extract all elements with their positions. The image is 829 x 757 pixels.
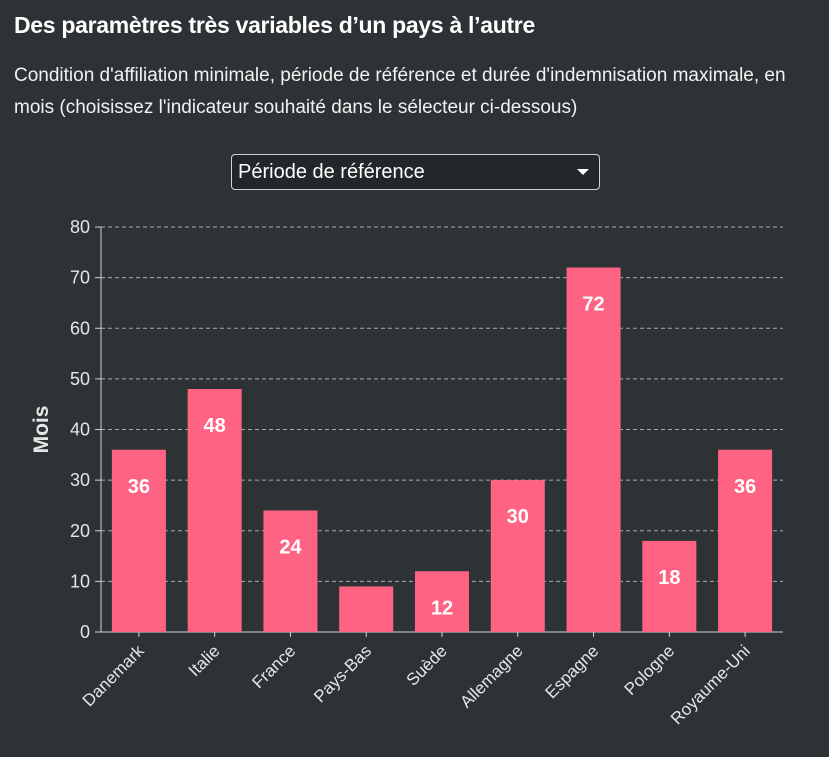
- x-tick-label: Royaume-Uni: [667, 641, 754, 728]
- bar-pays-bas: [339, 586, 394, 632]
- bar-allemagne: [490, 480, 545, 632]
- bar-value-label: 36: [128, 476, 150, 498]
- y-tick-label: 20: [70, 521, 90, 541]
- y-tick-label: 70: [70, 268, 90, 288]
- indicator-select[interactable]: Période de référence: [231, 154, 600, 190]
- y-tick-label: 50: [70, 369, 90, 389]
- y-tick-label: 80: [70, 217, 90, 237]
- bar-pologne: [642, 540, 697, 632]
- bar-suède: [415, 571, 469, 632]
- bar-royaume-uni: [718, 449, 773, 632]
- bar-value-label: 36: [734, 476, 756, 498]
- y-axis-title: Mois: [30, 406, 53, 454]
- x-tick-label: Danemark: [79, 641, 148, 710]
- chart-subtitle: Condition d'affiliation minimale, périod…: [14, 65, 786, 118]
- bar-espagne: [566, 267, 621, 632]
- y-tick-label: 30: [70, 470, 90, 490]
- x-tick-label: Suède: [403, 641, 451, 689]
- bar-value-label: 72: [582, 294, 604, 316]
- x-tick-label: France: [248, 641, 299, 692]
- y-tick-label: 10: [70, 571, 90, 591]
- x-tick-label: Pays-Bas: [310, 641, 375, 706]
- bar-value-label: 18: [658, 567, 680, 589]
- chart-title: Des paramètres très variables d’un pays …: [14, 12, 535, 38]
- y-tick-label: 0: [80, 622, 90, 642]
- y-tick-label: 40: [70, 420, 90, 440]
- x-tick-label: Espagne: [541, 641, 602, 702]
- bar-value-label: 24: [279, 537, 302, 559]
- chevron-down-icon: [577, 169, 589, 175]
- x-tick-label: Pologne: [621, 641, 679, 699]
- x-tick-label: Italie: [185, 641, 224, 680]
- x-tick-label: Allemagne: [456, 641, 526, 711]
- bar-value-label: 12: [431, 597, 453, 619]
- bar-italie: [187, 389, 242, 632]
- bar-value-label: 48: [204, 415, 226, 437]
- bar-value-label: 30: [507, 506, 529, 528]
- y-tick-label: 60: [70, 318, 90, 338]
- bar-france: [263, 510, 318, 632]
- indicator-select-value: Période de référence: [238, 160, 425, 183]
- bar-danemark: [111, 449, 166, 632]
